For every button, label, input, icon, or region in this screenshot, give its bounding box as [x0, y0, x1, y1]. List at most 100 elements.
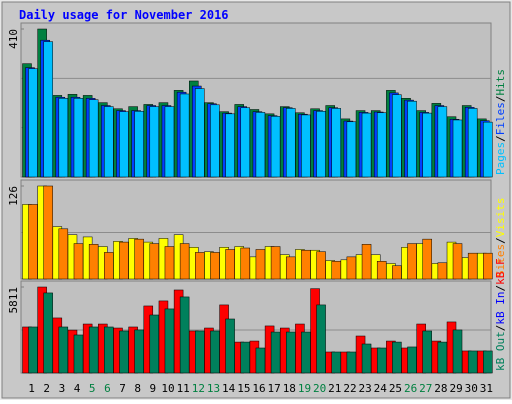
bar: [73, 243, 84, 280]
bar: [270, 246, 281, 280]
legend-entry: Pages: [494, 142, 507, 175]
bar: [149, 314, 160, 374]
bar: [104, 326, 114, 374]
bar: [149, 243, 160, 280]
bar: [195, 88, 205, 178]
bar: [195, 252, 205, 280]
x-tick-label: 15: [237, 382, 250, 395]
legend-entry: kB F: [494, 258, 507, 285]
legend-separator: /: [494, 285, 507, 292]
bar: [361, 112, 372, 178]
x-tick-label: 26: [404, 382, 417, 395]
bar: [149, 106, 160, 178]
bar: [240, 341, 251, 374]
bar: [422, 238, 432, 280]
bar: [331, 108, 341, 178]
bar: [331, 351, 341, 374]
bar: [361, 343, 372, 374]
bar: [28, 68, 38, 178]
bar: [28, 204, 38, 280]
bar: [225, 318, 235, 374]
bar: [452, 243, 463, 280]
bar: [346, 121, 357, 178]
x-tick-label: 14: [222, 382, 236, 395]
bar: [285, 331, 296, 374]
bar: [316, 251, 326, 280]
x-tick-label: 16: [252, 382, 265, 395]
bar: [376, 112, 387, 178]
bar: [88, 326, 99, 374]
bar: [301, 114, 311, 178]
bar: [210, 104, 220, 178]
bar: [467, 350, 478, 374]
bar: [240, 247, 251, 280]
bar: [376, 347, 387, 374]
legend: kB Out/kB In/kB F: [494, 258, 507, 371]
bar: [179, 93, 190, 178]
bar: [316, 304, 326, 374]
bar: [88, 99, 99, 178]
bar: [104, 252, 114, 280]
x-tick-label: 9: [150, 382, 157, 395]
chart-title: Daily usage for November 2016: [19, 8, 229, 22]
bar: [43, 292, 53, 374]
bar: [270, 116, 281, 178]
x-tick-label: 31: [480, 382, 493, 395]
legend-entry: kB In: [494, 292, 507, 325]
bar: [316, 111, 326, 178]
y-tick-label: 126: [7, 186, 20, 206]
bar: [255, 112, 266, 178]
x-tick-label: 4: [74, 382, 81, 395]
x-tick-label: 7: [119, 382, 126, 395]
bar: [28, 326, 38, 374]
bar: [134, 111, 144, 178]
bar: [119, 111, 129, 178]
bar: [179, 243, 190, 280]
x-tick-label: 22: [343, 382, 356, 395]
bar: [164, 308, 175, 374]
bar: [104, 106, 114, 178]
x-tick-label: 19: [298, 382, 311, 395]
bar: [483, 252, 493, 280]
x-tick-label: 3: [59, 382, 66, 395]
x-tick-label: 10: [161, 382, 174, 395]
legend: Sites/Visits: [494, 198, 507, 278]
legend-entry: Visits: [494, 198, 507, 238]
bar: [119, 241, 129, 280]
bar: [255, 249, 266, 280]
x-tick-label: 18: [283, 382, 296, 395]
bar: [134, 329, 144, 374]
bar: [43, 185, 53, 280]
bar: [58, 228, 69, 280]
bar: [467, 252, 478, 280]
x-tick-label: 12: [192, 382, 205, 395]
bar: [88, 244, 99, 280]
bar: [164, 106, 175, 178]
x-tick-label: 6: [104, 382, 111, 395]
bar: [422, 330, 432, 374]
bar: [225, 113, 235, 178]
bar: [134, 238, 144, 280]
bar: [437, 262, 448, 280]
x-tick-label: 23: [359, 382, 372, 395]
bar: [270, 331, 281, 374]
x-tick-label: 17: [268, 382, 281, 395]
x-tick-label: 24: [374, 382, 388, 395]
bar: [452, 329, 463, 374]
legend-entry: Hits: [494, 69, 507, 96]
bar: [467, 108, 478, 178]
bar: [43, 41, 53, 178]
x-tick-label: 20: [313, 382, 326, 395]
bar: [164, 246, 175, 280]
bar: [285, 108, 296, 178]
bar: [407, 346, 417, 374]
bar: [392, 265, 402, 280]
x-tick-label: 1: [28, 382, 35, 395]
bar: [255, 347, 266, 374]
bar: [422, 112, 432, 178]
bar: [210, 330, 220, 374]
x-tick-label: 29: [449, 382, 462, 395]
bar: [437, 106, 448, 178]
bar: [210, 252, 220, 280]
x-tick-label: 21: [328, 382, 341, 395]
